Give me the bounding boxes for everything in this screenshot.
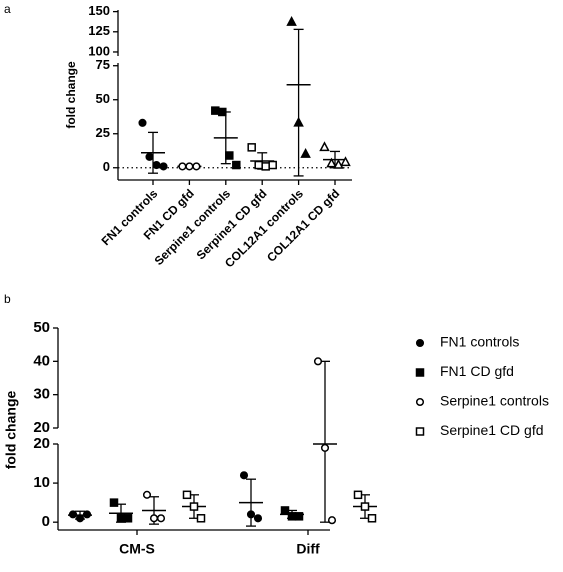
y-tick-label: 40 bbox=[33, 352, 50, 369]
point-circle bbox=[253, 514, 263, 523]
point-circle bbox=[156, 514, 166, 523]
point-triangle bbox=[333, 158, 344, 169]
point-square bbox=[196, 514, 206, 523]
y-axis-label: fold change bbox=[3, 391, 19, 470]
point-circle bbox=[75, 514, 85, 523]
legend-label: FN1 CD gfd bbox=[440, 363, 514, 379]
point-square bbox=[360, 502, 370, 511]
point-square bbox=[225, 151, 234, 160]
point-square bbox=[211, 106, 220, 115]
point-triangle bbox=[300, 148, 311, 158]
y-tick-label: 0 bbox=[42, 513, 50, 530]
point-circle bbox=[152, 160, 161, 170]
y-tick-label: 0 bbox=[103, 159, 110, 174]
point-circle bbox=[415, 397, 425, 407]
point-circle bbox=[145, 152, 154, 161]
point-triangle bbox=[319, 141, 330, 152]
point-square bbox=[353, 490, 363, 500]
y-tick-label: 20 bbox=[33, 435, 50, 452]
point-triangle bbox=[340, 156, 351, 167]
point-square bbox=[268, 160, 277, 170]
point-circle bbox=[320, 443, 330, 452]
point-circle bbox=[246, 510, 256, 519]
y-tick-label: 30 bbox=[33, 386, 50, 403]
point-circle bbox=[185, 162, 194, 171]
point-square bbox=[218, 107, 227, 117]
point-circle bbox=[82, 510, 92, 519]
point-square bbox=[280, 506, 290, 515]
panel-label: b bbox=[4, 292, 11, 306]
x-tick-label: Diff bbox=[296, 541, 320, 557]
y-tick-label: 100 bbox=[88, 43, 110, 58]
y-tick-label: 150 bbox=[88, 3, 110, 18]
point-triangle bbox=[286, 16, 297, 26]
point-triangle bbox=[326, 157, 337, 168]
point-circle bbox=[313, 357, 323, 366]
x-tick-label: CM-S bbox=[119, 541, 155, 557]
point-square bbox=[247, 143, 256, 152]
point-square bbox=[254, 160, 263, 170]
point-circle bbox=[159, 162, 168, 171]
legend-label: Serpine1 CD gfd bbox=[440, 422, 544, 438]
point-circle bbox=[178, 162, 187, 171]
point-square bbox=[415, 368, 425, 377]
y-tick-label: 50 bbox=[96, 91, 110, 106]
y-tick-label: 125 bbox=[88, 23, 110, 38]
y-tick-label: 50 bbox=[33, 319, 50, 336]
point-circle bbox=[415, 338, 425, 348]
point-square bbox=[294, 512, 304, 521]
point-circle bbox=[68, 510, 78, 519]
y-tick-label: 20 bbox=[33, 419, 50, 436]
panel-label: a bbox=[4, 2, 11, 16]
y-tick-label: 10 bbox=[33, 474, 50, 491]
legend-label: FN1 controls bbox=[440, 334, 519, 350]
point-circle bbox=[239, 471, 249, 480]
point-square bbox=[189, 502, 199, 511]
point-circle bbox=[192, 162, 201, 171]
point-circle bbox=[149, 514, 159, 523]
point-square bbox=[367, 514, 377, 523]
legend-label: Serpine1 controls bbox=[440, 393, 549, 409]
point-square bbox=[415, 427, 425, 436]
point-circle bbox=[142, 490, 152, 499]
y-tick-label: 25 bbox=[96, 125, 110, 140]
y-tick-label: 75 bbox=[96, 57, 110, 72]
point-triangle bbox=[293, 116, 304, 127]
point-square bbox=[182, 490, 192, 500]
point-square bbox=[261, 162, 270, 171]
point-square bbox=[287, 512, 297, 521]
point-circle bbox=[327, 516, 337, 525]
point-square bbox=[232, 160, 241, 170]
point-square bbox=[116, 514, 126, 523]
y-axis-label: fold change bbox=[64, 61, 78, 129]
point-square bbox=[123, 514, 133, 523]
point-square bbox=[109, 498, 119, 507]
point-circle bbox=[138, 118, 147, 127]
